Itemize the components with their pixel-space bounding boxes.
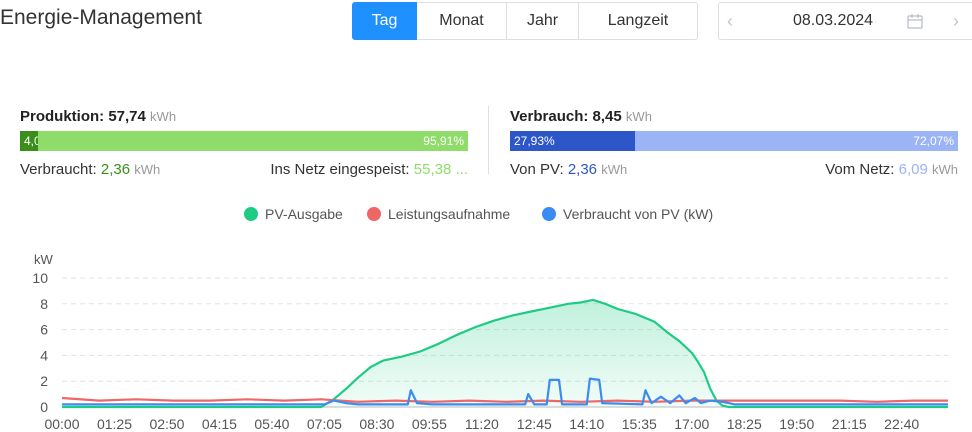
legend-consumed-pv[interactable]: Verbraucht von PV (kW) bbox=[542, 206, 713, 222]
y-tick-label: 0 bbox=[40, 399, 48, 415]
consumption-value: 8,45 bbox=[592, 108, 622, 125]
consumption-bar: 27,93% 72,07% bbox=[510, 131, 958, 151]
x-tick-label: 08:30 bbox=[359, 416, 394, 432]
power-chart: kW 0 2 4 6 8 10 00:00 01:25 02:50 04:15 05:40 07:0… bbox=[32, 252, 948, 432]
consumption-unit: kWh bbox=[625, 109, 652, 124]
legend-power-draw-label: Leistungsaufnahme bbox=[388, 206, 511, 222]
series-line-1 bbox=[61, 396, 948, 403]
production-consumed-value: 2,36 bbox=[100, 161, 131, 178]
series-area-0 bbox=[62, 299, 948, 407]
x-tick-label: 05:40 bbox=[254, 416, 289, 432]
legend-consumed-pv-marker bbox=[542, 207, 556, 221]
x-tick-label: 07:05 bbox=[307, 416, 342, 432]
legend-power-draw[interactable]: Leistungsaufnahme bbox=[367, 206, 510, 222]
x-tick-label: 17:00 bbox=[674, 416, 709, 432]
x-tick-label: 22:40 bbox=[884, 416, 919, 432]
consumption-summary: Verbrauch: 8,45 kWh bbox=[510, 108, 652, 125]
period-tabs: Tag Monat Jahr Langzeit bbox=[352, 2, 698, 40]
y-tick-label: 6 bbox=[40, 322, 48, 338]
production-fed-label: Ins Netz eingespeist: bbox=[270, 161, 410, 178]
production-bar: 4,09% 95,91% bbox=[20, 131, 468, 151]
x-tick-label: 14:10 bbox=[569, 416, 604, 432]
consumption-bar-grid: 72,07% bbox=[635, 131, 958, 151]
series-line-0 bbox=[62, 298, 948, 409]
x-tick-label: 18:25 bbox=[727, 416, 762, 432]
x-tick-label: 12:45 bbox=[517, 416, 552, 432]
production-fed-row: Ins Netz eingespeist: 55,38 ... bbox=[270, 161, 468, 178]
x-tick-label: 15:35 bbox=[622, 416, 657, 432]
consumption-pv-row: Von PV: 2,36 kWh bbox=[510, 161, 627, 178]
consumption-grid-label: Vom Netz: bbox=[825, 161, 895, 178]
production-value: 57,74 bbox=[108, 108, 146, 125]
x-tick-label: 02:50 bbox=[149, 416, 184, 432]
chevron-left-icon[interactable]: ‹ bbox=[727, 11, 733, 31]
consumption-grid-row: Vom Netz: 6,09 kWh bbox=[825, 161, 958, 178]
legend-pv-output[interactable]: PV-Ausgabe bbox=[244, 206, 343, 222]
date-picker: ‹ 08.03.2024 › bbox=[718, 2, 972, 40]
production-unit: kWh bbox=[150, 109, 177, 124]
legend-pv-output-label: PV-Ausgabe bbox=[265, 206, 343, 222]
y-tick-label: 8 bbox=[40, 296, 48, 312]
consumption-grid-value: 6,09 bbox=[898, 161, 928, 178]
x-tick-label: 09:55 bbox=[412, 416, 447, 432]
x-tick-label: 11:20 bbox=[465, 416, 499, 432]
y-tick-label: 2 bbox=[40, 373, 48, 389]
production-summary: Produktion: 57,74 kWh bbox=[20, 108, 176, 125]
date-input[interactable]: 08.03.2024 bbox=[793, 12, 874, 29]
x-tick-label: 00:00 bbox=[44, 416, 79, 432]
x-tick-label: 01:25 bbox=[97, 416, 132, 432]
consumption-pv-label: Von PV: bbox=[510, 161, 564, 178]
x-tick-label: 21:15 bbox=[832, 416, 867, 432]
calendar-icon[interactable] bbox=[907, 13, 923, 34]
tab-year[interactable]: Jahr bbox=[507, 2, 579, 40]
series-line-2 bbox=[62, 377, 948, 406]
consumption-pv-value: 2,36 bbox=[567, 161, 598, 178]
production-label: Produktion: bbox=[20, 108, 105, 125]
production-consumed-row: Verbraucht: 2,36 kWh bbox=[20, 161, 160, 178]
consumption-grid-unit: kWh bbox=[932, 162, 958, 177]
production-consumed-unit: kWh bbox=[134, 162, 161, 177]
y-axis-label: kW bbox=[34, 252, 54, 267]
tab-longterm[interactable]: Langzeit bbox=[579, 2, 698, 40]
consumption-pv-unit: kWh bbox=[601, 162, 628, 177]
legend-consumed-pv-label: Verbraucht von PV (kW) bbox=[563, 206, 714, 222]
y-tick-label: 4 bbox=[40, 347, 48, 363]
production-bar-fed: 95,91% bbox=[38, 131, 468, 151]
chevron-right-icon[interactable]: › bbox=[953, 11, 959, 31]
x-tick-label: 19:50 bbox=[779, 416, 814, 432]
x-tick-label: 04:15 bbox=[202, 416, 237, 432]
legend-power-draw-marker bbox=[367, 207, 381, 221]
page-title: Energie-Management bbox=[0, 6, 202, 29]
tab-day[interactable]: Tag bbox=[352, 2, 417, 40]
y-tick-label: 10 bbox=[32, 270, 48, 286]
tab-month[interactable]: Monat bbox=[417, 2, 507, 40]
legend-pv-output-marker bbox=[244, 207, 258, 221]
consumption-label: Verbrauch: bbox=[510, 108, 589, 125]
production-consumed-label: Verbraucht: bbox=[20, 161, 97, 178]
production-bar-consumed: 4,09% bbox=[20, 131, 39, 151]
summary-divider bbox=[488, 106, 489, 174]
consumption-bar-pv: 27,93% bbox=[510, 131, 636, 151]
production-fed-value: 55,38 ... bbox=[413, 161, 468, 178]
